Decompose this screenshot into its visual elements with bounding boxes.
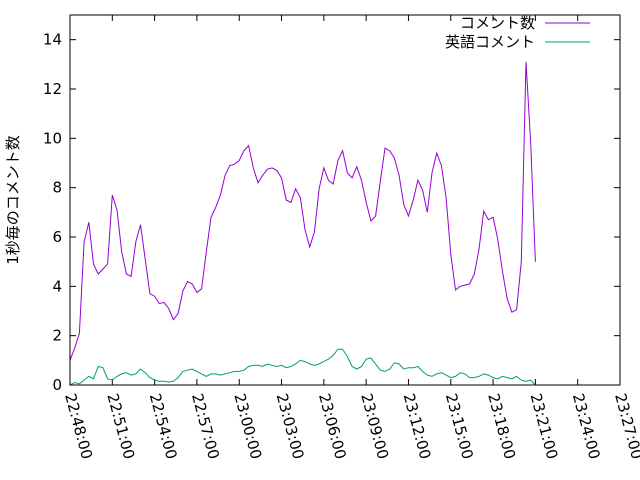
plot-frame — [69, 14, 621, 386]
legend-label-2: 英語コメント — [445, 33, 535, 51]
y-tick-label: 2 — [52, 327, 62, 345]
y-axis-label: 1秒毎のコメント数 — [4, 135, 22, 265]
series-line-1 — [69, 61, 536, 361]
y-axis: 0 2 4 6 8 10 12 14 — [43, 31, 620, 394]
y-tick-label: 6 — [52, 228, 62, 246]
y-tick-label: 4 — [52, 277, 62, 295]
series-layer — [69, 61, 536, 386]
y-tick-label: 12 — [43, 80, 62, 98]
y-tick-label: 8 — [52, 179, 62, 197]
y-tick-label: 14 — [43, 31, 62, 49]
y-tick-label: 10 — [43, 129, 62, 147]
y-tick-label: 0 — [52, 376, 62, 394]
series-line-2 — [69, 348, 536, 386]
legend-label-1: コメント数 — [460, 14, 535, 32]
